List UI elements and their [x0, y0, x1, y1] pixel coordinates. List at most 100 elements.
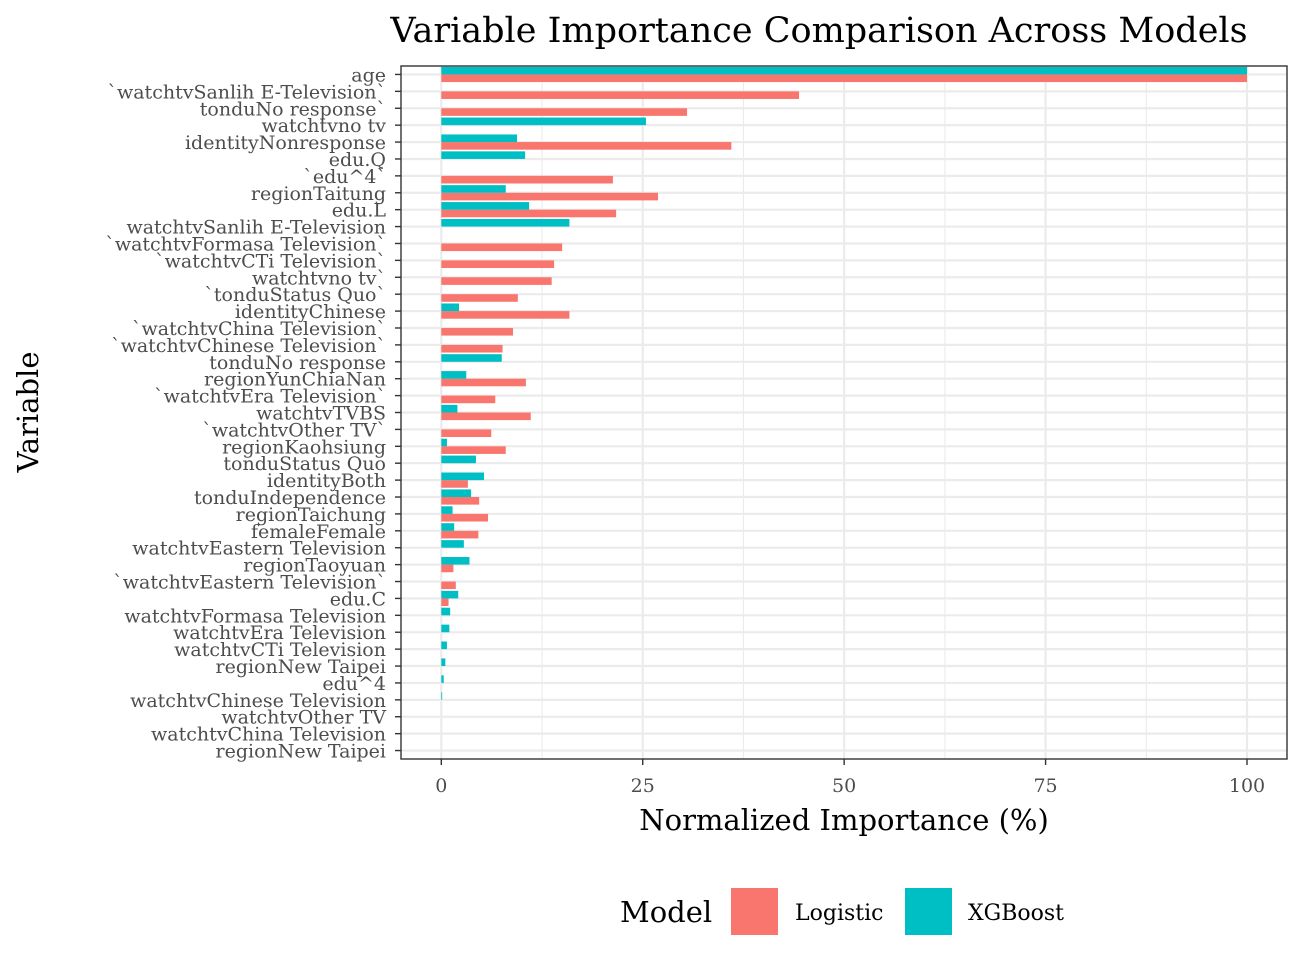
bar-xgboost — [441, 354, 502, 362]
bar-logistic — [441, 446, 506, 454]
bar-logistic — [441, 497, 480, 505]
x-tick-label: 100 — [1229, 775, 1265, 797]
bar-logistic — [441, 74, 1247, 83]
legend-label-logistic: Logistic — [795, 901, 883, 926]
y-tick-label: `watchtvFormasa Television` — [105, 233, 386, 255]
bar-xgboost — [441, 489, 472, 498]
bar-logistic — [441, 311, 570, 319]
bar-logistic — [441, 480, 468, 488]
bar-xgboost — [441, 185, 506, 193]
bar-logistic — [441, 209, 617, 218]
y-tick-label: tonduNo response — [209, 352, 386, 374]
y-tick-label: watchtvTVBS — [256, 403, 386, 425]
y-tick-label: `watchtvEra Television` — [154, 386, 386, 408]
bar-xgboost — [441, 66, 1247, 75]
bar-xgboost — [441, 540, 464, 548]
bar-logistic — [441, 294, 518, 302]
bar-logistic — [441, 277, 552, 285]
bar-xgboost — [441, 455, 476, 464]
y-tick-label: edu.C — [330, 588, 386, 610]
x-tick-label: 25 — [631, 775, 655, 797]
y-tick-label: edu.L — [332, 200, 387, 222]
y-tick-label: `watchtvSanlih E-Television` — [107, 81, 386, 103]
y-tick-label: identityBoth — [267, 470, 386, 492]
bar-logistic — [441, 192, 659, 201]
y-tick-label: identityChinese — [235, 301, 386, 323]
bar-logistic — [441, 175, 613, 184]
y-tick-label: regionNew Taipei — [216, 656, 387, 678]
legend: Model Logistic XGBoost — [620, 888, 1064, 935]
y-tick-label: `watchtvChinese Television` — [111, 335, 386, 357]
legend-title: Model — [620, 895, 712, 929]
y-tick-label: watchtvChinese Television — [130, 690, 386, 712]
bar-logistic — [441, 344, 503, 353]
y-tick-label: tonduNo response` — [200, 98, 386, 120]
bar-xgboost — [441, 303, 460, 312]
y-tick-label: watchtvEra Television — [173, 622, 386, 644]
y-tick-label: regionTaitung — [251, 183, 386, 205]
bar-logistic — [441, 412, 531, 421]
bar-xgboost — [441, 202, 530, 210]
y-axis: age`watchtvSanlih E-Television`tonduNo r… — [105, 64, 401, 763]
bar-xgboost — [441, 506, 453, 514]
x-axis-title: Normalized Importance (%) — [639, 803, 1049, 837]
bar-xgboost — [441, 692, 443, 700]
bar-xgboost — [441, 117, 646, 126]
bar-logistic — [441, 91, 800, 99]
y-tick-label: tonduIndependence — [194, 487, 386, 509]
bar-logistic — [441, 243, 563, 252]
bar-logistic — [441, 530, 479, 539]
y-tick-label: identityNonresponse — [185, 132, 386, 154]
bar-xgboost — [441, 624, 450, 633]
bar-logistic — [441, 327, 514, 336]
bar-xgboost — [441, 641, 447, 650]
bar-xgboost — [441, 557, 470, 565]
bar-xgboost — [441, 523, 455, 531]
bar-logistic — [441, 429, 492, 438]
y-tick-label: `tonduStatus Quo` — [204, 284, 386, 306]
y-tick-label: regionKaohsiung — [222, 436, 386, 458]
x-tick-label: 0 — [435, 775, 447, 797]
legend-swatch-logistic — [731, 888, 778, 935]
bar-xgboost — [441, 134, 518, 143]
y-tick-label: `edu^4` — [303, 166, 386, 188]
y-tick-label: edu^4 — [322, 673, 386, 695]
bar-xgboost — [441, 590, 459, 599]
y-tick-label: regionTaichung — [236, 504, 386, 526]
bar-logistic — [441, 378, 526, 387]
y-axis-title: Variable — [11, 352, 45, 474]
y-tick-label: age — [351, 64, 386, 86]
y-tick-label: watchtvFormasa Television — [124, 605, 386, 627]
bar-logistic — [441, 564, 454, 573]
bar-logistic — [441, 142, 732, 150]
y-tick-label: `watchtvOther TV` — [202, 419, 386, 441]
bar-xgboost — [441, 607, 451, 616]
legend-swatch-xgboost — [905, 888, 952, 935]
y-tick-label: watchtvSanlih E-Television — [126, 217, 386, 239]
bar-logistic — [441, 513, 489, 522]
bar-logistic — [441, 260, 555, 268]
y-tick-label: `watchtvEastern Television` — [113, 572, 386, 594]
chart-title: Variable Importance Comparison Across Mo… — [389, 11, 1247, 51]
bar-xgboost — [441, 658, 446, 667]
y-tick-label: regionTaoyuan — [243, 555, 386, 577]
legend-label-xgboost: XGBoost — [968, 901, 1064, 926]
bar-logistic — [441, 395, 496, 404]
bar-xgboost — [441, 438, 447, 447]
y-tick-label: watchtvno tv` — [252, 267, 386, 289]
y-tick-label: watchtvChina Television — [151, 724, 386, 746]
y-tick-label: femaleFemale — [251, 521, 386, 543]
y-tick-label: `watchtvCTi Television` — [155, 250, 386, 272]
y-tick-label: regionYunChiaNan — [204, 369, 386, 391]
y-tick-label: `watchtvChina Television` — [132, 318, 386, 340]
y-tick-label: tonduStatus Quo — [223, 453, 386, 475]
grid-lines — [401, 66, 1287, 759]
y-tick-label: watchtvEastern Television — [132, 538, 386, 560]
y-tick-label: regionNew Taipei — [216, 741, 387, 763]
y-tick-label: watchtvCTi Television — [174, 639, 386, 661]
bar-xgboost — [441, 472, 485, 481]
bar-xgboost — [441, 404, 458, 413]
x-tick-label: 50 — [832, 775, 856, 797]
bar-logistic — [441, 108, 688, 116]
